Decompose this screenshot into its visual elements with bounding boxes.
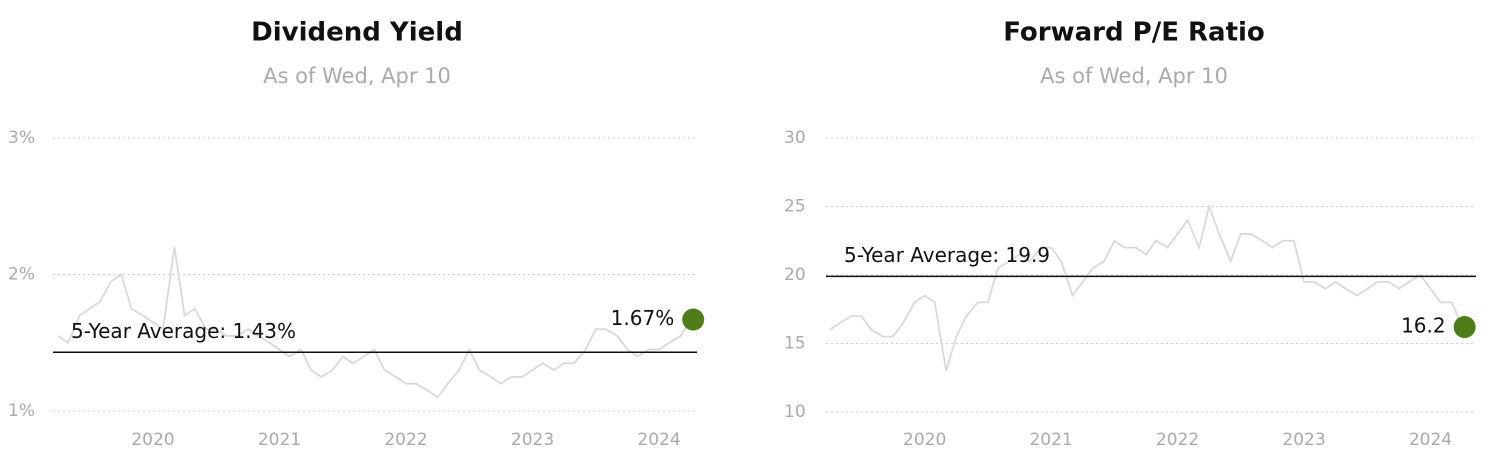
y-tick-label: 1% [8, 401, 35, 421]
x-tick-label: 2020 [903, 430, 946, 450]
chart-subtitle: As of Wed, Apr 10 [1040, 64, 1228, 88]
x-tick-label: 2023 [1282, 430, 1325, 450]
y-tick-label: 2% [8, 265, 35, 285]
y-tick-label: 20 [784, 265, 806, 285]
x-tick-label: 2021 [258, 430, 301, 450]
data-line [57, 247, 692, 399]
x-tick-label: 2021 [1029, 430, 1072, 450]
last-value-dot [682, 308, 705, 331]
y-tick-label: 15 [784, 334, 806, 354]
last-value-label: 1.67% [611, 306, 675, 330]
last-value-label: 16.2 [1401, 314, 1446, 338]
x-tick-label: 2022 [384, 430, 427, 450]
data-line [829, 203, 1463, 372]
x-tick-label: 2024 [637, 430, 680, 450]
average-label: 5-Year Average: 1.43% [71, 319, 296, 343]
chart-title: Dividend Yield [251, 18, 463, 48]
last-value-dot [1453, 316, 1476, 339]
average-label: 5-Year Average: 19.9 [844, 243, 1050, 267]
x-tick-label: 2024 [1409, 430, 1452, 450]
y-tick-label: 25 [784, 197, 806, 217]
chart-title: Forward P/E Ratio [1003, 18, 1265, 48]
x-tick-label: 2023 [511, 430, 554, 450]
chart-subtitle: As of Wed, Apr 10 [263, 64, 451, 88]
y-tick-label: 10 [784, 402, 806, 422]
x-tick-label: 2020 [131, 430, 174, 450]
x-tick-label: 2022 [1156, 430, 1199, 450]
y-tick-label: 3% [8, 128, 35, 148]
y-tick-label: 30 [784, 128, 806, 148]
